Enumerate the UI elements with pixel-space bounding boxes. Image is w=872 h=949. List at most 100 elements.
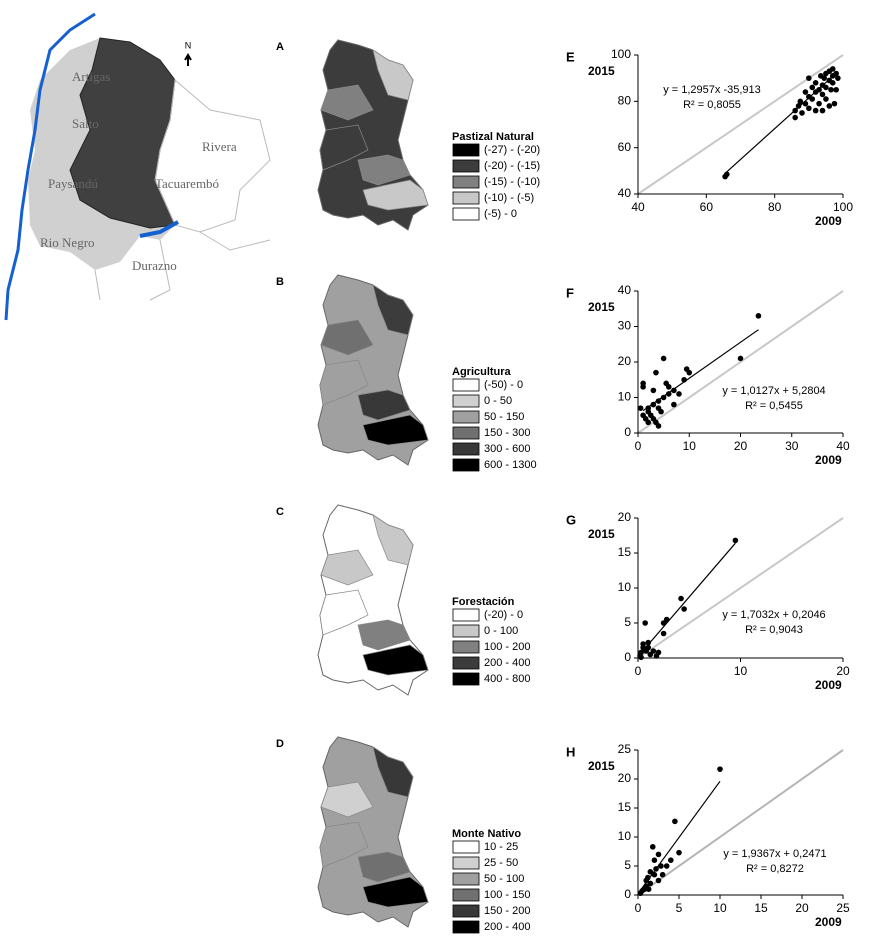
r-squared: R² = 0,8055 (683, 99, 741, 111)
point (651, 871, 658, 878)
point (640, 384, 646, 390)
location-map: N Artigas Salto Paysandú Tacuarembó Rive… (4, 12, 271, 321)
map-region (372, 746, 414, 798)
x-axis-label: 2009 (815, 453, 842, 467)
map-region (362, 876, 429, 908)
point (681, 376, 687, 383)
point (831, 100, 838, 107)
point (816, 86, 822, 93)
legend-label: (-27) - (-20) (484, 144, 540, 156)
map-region (362, 414, 429, 446)
x-tick-label: 20 (734, 439, 748, 453)
legend-title: Forestación (452, 596, 515, 608)
legend-swatch (452, 672, 480, 686)
r-squared: R² = 0,8272 (746, 863, 804, 875)
y-tick-label: 15 (618, 800, 632, 814)
map-region (319, 821, 369, 868)
legend-swatch (452, 888, 480, 902)
region (69, 37, 176, 229)
point (829, 66, 836, 72)
y-tick-label: 40 (618, 283, 632, 297)
north-arrow (184, 53, 192, 66)
point (653, 369, 659, 376)
x-tick-label: 10 (683, 439, 697, 453)
legend-label: 150 - 200 (484, 905, 530, 917)
border (94, 231, 271, 301)
legend-label: (-10) - (-5) (484, 192, 534, 204)
place-label: Rio Negro (40, 235, 95, 250)
trendline (642, 329, 759, 412)
map-region (357, 389, 411, 421)
legend-label: 10 - 25 (484, 841, 518, 853)
legend-label: 100 - 200 (484, 641, 530, 653)
point (678, 595, 684, 602)
y-tick-label: 5 (624, 615, 631, 629)
equation: y = 1,9367x + 0,2471 (723, 848, 826, 860)
point (645, 419, 652, 426)
point (638, 649, 644, 656)
legend-label: 50 - 150 (484, 411, 524, 423)
place-label: Durazno (132, 258, 177, 273)
point (806, 105, 812, 112)
legend-swatch (452, 920, 480, 934)
point (724, 171, 730, 178)
point (797, 98, 804, 105)
place-label: Rivera (202, 139, 237, 154)
x-tick-label: 10 (713, 901, 727, 915)
equation: y = 1,7032x + 0,2046 (722, 609, 825, 621)
y-tick-label: 10 (618, 390, 632, 404)
y-axis-label: 2015 (588, 300, 615, 314)
legend-swatch (452, 624, 480, 638)
river (139, 220, 179, 238)
panel-letter: A (276, 41, 284, 53)
legend-label: (-20) - 0 (484, 609, 523, 621)
point (645, 405, 652, 411)
point (651, 857, 658, 863)
x-tick-label: 0 (635, 664, 642, 678)
point (647, 869, 654, 875)
legend-label: 300 - 600 (484, 443, 530, 455)
x-tick-label: 30 (785, 439, 799, 453)
point (833, 70, 839, 77)
x-tick-label: 5 (676, 901, 683, 915)
point (655, 398, 662, 404)
point (655, 877, 662, 884)
x-tick-label: 20 (836, 664, 850, 678)
point (806, 75, 812, 81)
map-region (357, 154, 411, 186)
point (663, 616, 670, 623)
point (835, 75, 841, 81)
x-tick-label: 60 (700, 200, 714, 214)
legend-swatch (452, 856, 480, 870)
point (737, 355, 744, 362)
north-label: N (185, 40, 192, 50)
x-axis-label: 2009 (815, 915, 842, 929)
place-label: Tacuarembó (155, 176, 219, 191)
place-label: Paysandú (48, 176, 98, 191)
place-label: Salto (72, 116, 99, 131)
point (671, 387, 677, 394)
y-tick-label: 20 (618, 354, 632, 368)
point (819, 107, 826, 114)
point (663, 863, 670, 869)
legend-swatch (452, 394, 480, 408)
map-region (319, 589, 369, 636)
place-label: Artigas (72, 69, 110, 84)
point (755, 313, 762, 319)
legend-swatch (452, 378, 480, 392)
legend-label: 200 - 400 (484, 921, 530, 933)
point (816, 100, 822, 107)
y-tick-label: 40 (618, 186, 632, 200)
legend-label: 400 - 800 (484, 673, 530, 685)
legend-title: Pastizal Natural (452, 131, 534, 143)
map-region (357, 619, 411, 651)
point (665, 384, 672, 390)
legend-swatch (452, 207, 480, 221)
point (812, 80, 819, 86)
r-squared: R² = 0,9043 (745, 624, 803, 636)
point (653, 653, 660, 659)
panel-letter: G (566, 512, 576, 527)
x-tick-label: 0 (635, 439, 642, 453)
panel-letter: D (276, 738, 284, 750)
